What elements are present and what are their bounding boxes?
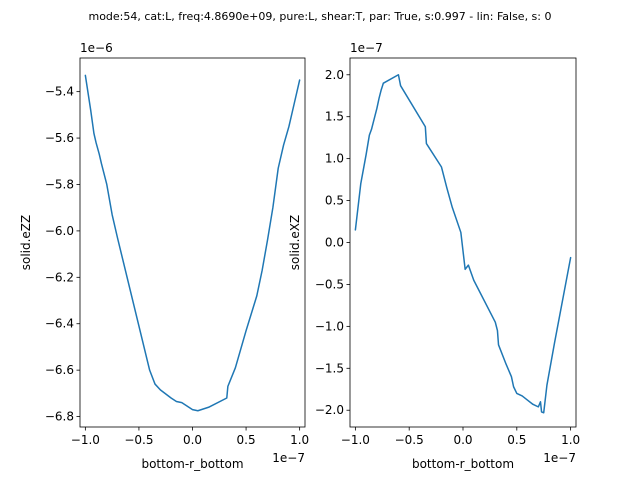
left-x-tick-label: 1.0 <box>290 433 309 447</box>
left-x-tick-label: 0.0 <box>183 433 202 447</box>
right-x-tick-label: −1.0 <box>341 433 370 447</box>
left-y-tick-label: −5.8 <box>45 177 74 191</box>
left-x-tick-label: −1.0 <box>71 433 100 447</box>
right-x-tick-label: −0.5 <box>395 433 424 447</box>
right-y-tick-label: −1.5 <box>315 361 344 375</box>
right-y-tick-label: −2.0 <box>315 403 344 417</box>
right-x-tick-label: 0.5 <box>507 433 526 447</box>
right-chart-panel: −1.0 −0.5 0.0 0.5 1.0 −2.0 −1.5 −1.0 −0.5 0.0 0.5 1… <box>288 41 580 471</box>
left-x-tick-label: 0.5 <box>237 433 256 447</box>
left-y-tick-label: −6.4 <box>45 317 74 331</box>
right-y-tick-label: 1.0 <box>325 152 344 166</box>
left-axes-frame <box>79 57 306 428</box>
left-x-axis-label: bottom-r_bottom <box>141 457 243 471</box>
left-y-tick-label: −6.0 <box>45 224 74 238</box>
right-series-line <box>354 74 572 414</box>
left-y-tick-label: −6.8 <box>45 410 74 424</box>
right-x-tick-label: 1.0 <box>561 433 580 447</box>
right-y-axis-label: solid.eXZ <box>288 215 302 271</box>
right-axes-frame <box>349 57 577 428</box>
left-series-line <box>84 74 301 412</box>
left-chart-panel: −1.0 −0.5 0.0 0.5 1.0 −6.8 −6.6 −6.4 −6.2 −6.0 −5.… <box>19 41 309 471</box>
left-y-tick-label: −6.2 <box>45 270 74 284</box>
right-x-tick-label: 0.0 <box>453 433 472 447</box>
right-y-tick-label: 0.5 <box>325 194 344 208</box>
left-x-tick-label: −0.5 <box>124 433 153 447</box>
right-y-offset-label: 1e−7 <box>350 41 383 55</box>
left-y-tick-label: −5.4 <box>45 85 74 99</box>
left-x-offset-label: 1e−7 <box>272 451 305 465</box>
figure-suptitle: mode:54, cat:L, freq:4.8690e+09, pure:L,… <box>88 10 551 23</box>
left-y-offset-label: 1e−6 <box>80 41 113 55</box>
left-y-tick-label: −6.6 <box>45 363 74 377</box>
right-y-tick-label: 1.5 <box>325 110 344 124</box>
right-x-offset-label: 1e−7 <box>543 451 576 465</box>
right-y-tick-label: −1.0 <box>315 319 344 333</box>
right-y-tick-label: −0.5 <box>315 277 344 291</box>
right-y-tick-label: 2.0 <box>325 68 344 82</box>
left-y-tick-label: −5.6 <box>45 131 74 145</box>
right-x-axis-label: bottom-r_bottom <box>412 457 514 471</box>
right-y-tick-label: 0.0 <box>325 236 344 250</box>
left-y-axis-label: solid.eZZ <box>19 215 33 271</box>
